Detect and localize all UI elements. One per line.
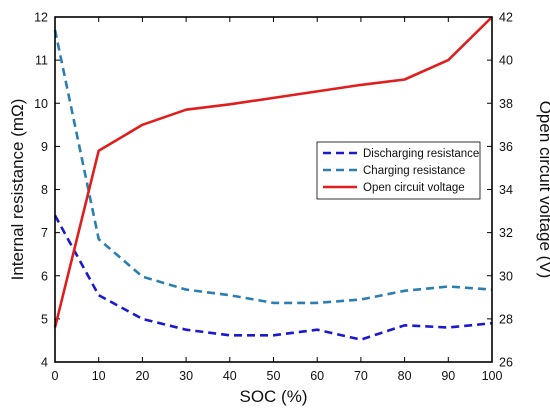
y-axis-left-label: Internal resistance (mΩ) bbox=[8, 99, 27, 281]
x-tick-label: 50 bbox=[267, 369, 281, 383]
legend-label-charging-resistance: Charging resistance bbox=[363, 165, 465, 177]
y-right-tick-label: 38 bbox=[499, 97, 513, 111]
legend: Discharging resistance Charging resistanc… bbox=[316, 141, 481, 200]
series-line-discharging-resistance bbox=[53, 214, 493, 341]
x-tick-label: 70 bbox=[354, 369, 368, 383]
x-tick-label: 0 bbox=[52, 369, 59, 383]
y-axis-right-label: Open circuit voltage (V) bbox=[536, 101, 550, 279]
legend-box bbox=[316, 141, 481, 200]
y-right-tick-label: 30 bbox=[499, 269, 513, 283]
y-left-tick-label: 7 bbox=[41, 226, 48, 240]
legend-label-open-circuit-voltage: Open circuit voltage bbox=[363, 182, 465, 194]
plot-frame bbox=[54, 16, 493, 363]
y-left-tick-label: 8 bbox=[41, 183, 48, 197]
tick-layer: 0 10 20 30 40 50 60 70 80 90 100 4 5 6 7 8 9 10 11 12 26 28 30… bbox=[34, 11, 513, 384]
series-line-charging-resistance bbox=[53, 29, 493, 305]
x-tick-label: 30 bbox=[179, 369, 193, 383]
x-tick-label: 60 bbox=[310, 369, 324, 383]
y-right-tick-label: 42 bbox=[499, 11, 513, 25]
series-layer bbox=[53, 16, 493, 341]
series-line-open-circuit-voltage bbox=[53, 16, 493, 328]
y-right-tick-label: 34 bbox=[499, 183, 513, 197]
y-right-tick-label: 26 bbox=[499, 356, 513, 370]
x-tick-label: 20 bbox=[135, 369, 149, 383]
x-axis-label: SOC (%) bbox=[240, 387, 308, 406]
x-tick-label: 40 bbox=[223, 369, 237, 383]
y-right-tick-label: 36 bbox=[499, 140, 513, 154]
y-left-tick-label: 12 bbox=[34, 11, 48, 25]
x-tick-label: 90 bbox=[441, 369, 455, 383]
y-right-tick-label: 40 bbox=[499, 54, 513, 68]
x-tick-label: 80 bbox=[398, 369, 412, 383]
y-left-tick-label: 4 bbox=[41, 356, 48, 370]
y-left-tick-label: 6 bbox=[41, 269, 48, 283]
y-right-tick-label: 28 bbox=[499, 312, 513, 326]
x-tick-label: 100 bbox=[482, 369, 503, 383]
x-tick-label: 10 bbox=[92, 369, 106, 383]
y-left-tick-label: 10 bbox=[34, 97, 48, 111]
y-left-tick-label: 9 bbox=[41, 140, 48, 154]
y-left-tick-label: 5 bbox=[41, 312, 48, 326]
y-left-tick-label: 11 bbox=[35, 54, 48, 68]
y-right-tick-label: 32 bbox=[499, 226, 513, 240]
legend-label-discharging-resistance: Discharging resistance bbox=[363, 148, 479, 160]
